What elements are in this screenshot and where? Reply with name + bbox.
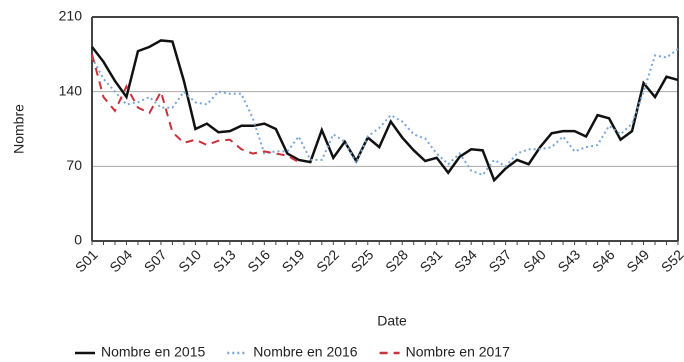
x-tick-label: S46 — [589, 246, 618, 275]
x-tick-label: S04 — [106, 246, 135, 275]
x-tick-label: S10 — [175, 246, 204, 275]
legend-label: Nombre en 2017 — [406, 344, 511, 360]
x-axis-label: Date — [377, 313, 407, 329]
x-tick-label: S19 — [279, 246, 308, 275]
y-axis-label: Nombre — [11, 104, 27, 154]
x-tick-label: S07 — [141, 246, 170, 275]
y-tick-label: 0 — [74, 232, 82, 248]
x-tick-label: S37 — [485, 246, 514, 275]
series-line — [91, 54, 300, 163]
x-tick-label: S25 — [348, 246, 377, 275]
legend-label: Nombre en 2016 — [253, 344, 358, 360]
y-tick-label: 70 — [66, 157, 82, 173]
y-tick-label: 140 — [59, 82, 83, 98]
x-tick-label: S40 — [520, 246, 549, 275]
x-tick-label: S31 — [417, 246, 446, 275]
y-tick-label: 210 — [59, 8, 83, 24]
x-tick-label: S13 — [210, 246, 239, 275]
x-tick-label: S52 — [658, 246, 684, 275]
x-tick-label: S16 — [244, 246, 273, 275]
x-tick-label: S28 — [382, 246, 411, 275]
series-line — [91, 39, 679, 183]
x-tick-label: S34 — [451, 246, 480, 275]
x-tick-label: S22 — [313, 246, 342, 275]
legend-label: Nombre en 2015 — [101, 344, 206, 360]
x-tick-label: S01 — [72, 246, 101, 275]
x-tick-label: S49 — [623, 246, 652, 275]
x-tick-label: S43 — [554, 246, 583, 275]
